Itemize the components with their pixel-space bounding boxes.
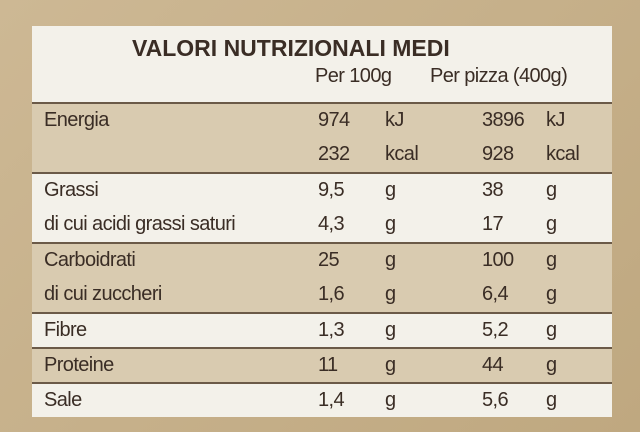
value: 1,3	[318, 319, 345, 341]
row-band	[32, 242, 612, 312]
unit: g	[546, 179, 557, 201]
value: 5,2	[482, 319, 509, 341]
value: 232	[318, 143, 350, 165]
value: 11	[318, 354, 338, 376]
unit: kcal	[546, 143, 580, 165]
nutrition-table: VALORI NUTRIZIONALI MEDI Per 100g Per pi…	[32, 26, 612, 417]
value: 6,4	[482, 283, 509, 305]
row-band	[32, 347, 612, 382]
unit: g	[546, 319, 557, 341]
unit: g	[385, 213, 396, 235]
value: 4,3	[318, 213, 345, 235]
table-title: VALORI NUTRIZIONALI MEDI	[132, 35, 450, 61]
value: 25	[318, 249, 340, 271]
value: 1,6	[318, 283, 345, 305]
row-label: Sale	[44, 389, 82, 411]
value: 974	[318, 109, 350, 131]
unit: g	[546, 213, 557, 235]
unit: kJ	[546, 109, 565, 131]
row-label: di cui acidi grassi saturi	[44, 213, 236, 235]
unit: g	[546, 354, 557, 376]
value: 3896	[482, 109, 525, 131]
unit: kcal	[385, 143, 419, 165]
unit: g	[385, 354, 396, 376]
unit: g	[385, 389, 396, 411]
unit: g	[546, 249, 557, 271]
unit: kJ	[385, 109, 404, 131]
value: 17	[482, 213, 504, 235]
value: 928	[482, 143, 514, 165]
row-band	[32, 172, 612, 242]
unit: g	[546, 283, 557, 305]
column-header: Per pizza (400g)	[430, 65, 568, 87]
row-band	[32, 312, 612, 347]
value: 100	[482, 249, 514, 271]
value: 9,5	[318, 179, 345, 201]
row-band	[32, 102, 612, 172]
column-header: Per 100g	[315, 65, 392, 87]
unit: g	[385, 249, 396, 271]
row-label: Proteine	[44, 354, 114, 376]
value: 38	[482, 179, 504, 201]
value: 1,4	[318, 389, 345, 411]
row-label: Carboidrati	[44, 249, 136, 271]
unit: g	[385, 179, 396, 201]
row-label: Grassi	[44, 179, 99, 201]
unit: g	[385, 319, 396, 341]
row-label: Fibre	[44, 319, 87, 341]
unit: g	[546, 389, 557, 411]
row-band	[32, 382, 612, 417]
row-label: di cui zuccheri	[44, 283, 162, 305]
value: 5,6	[482, 389, 509, 411]
value: 44	[482, 354, 504, 376]
unit: g	[385, 283, 396, 305]
row-label: Energia	[44, 109, 109, 131]
